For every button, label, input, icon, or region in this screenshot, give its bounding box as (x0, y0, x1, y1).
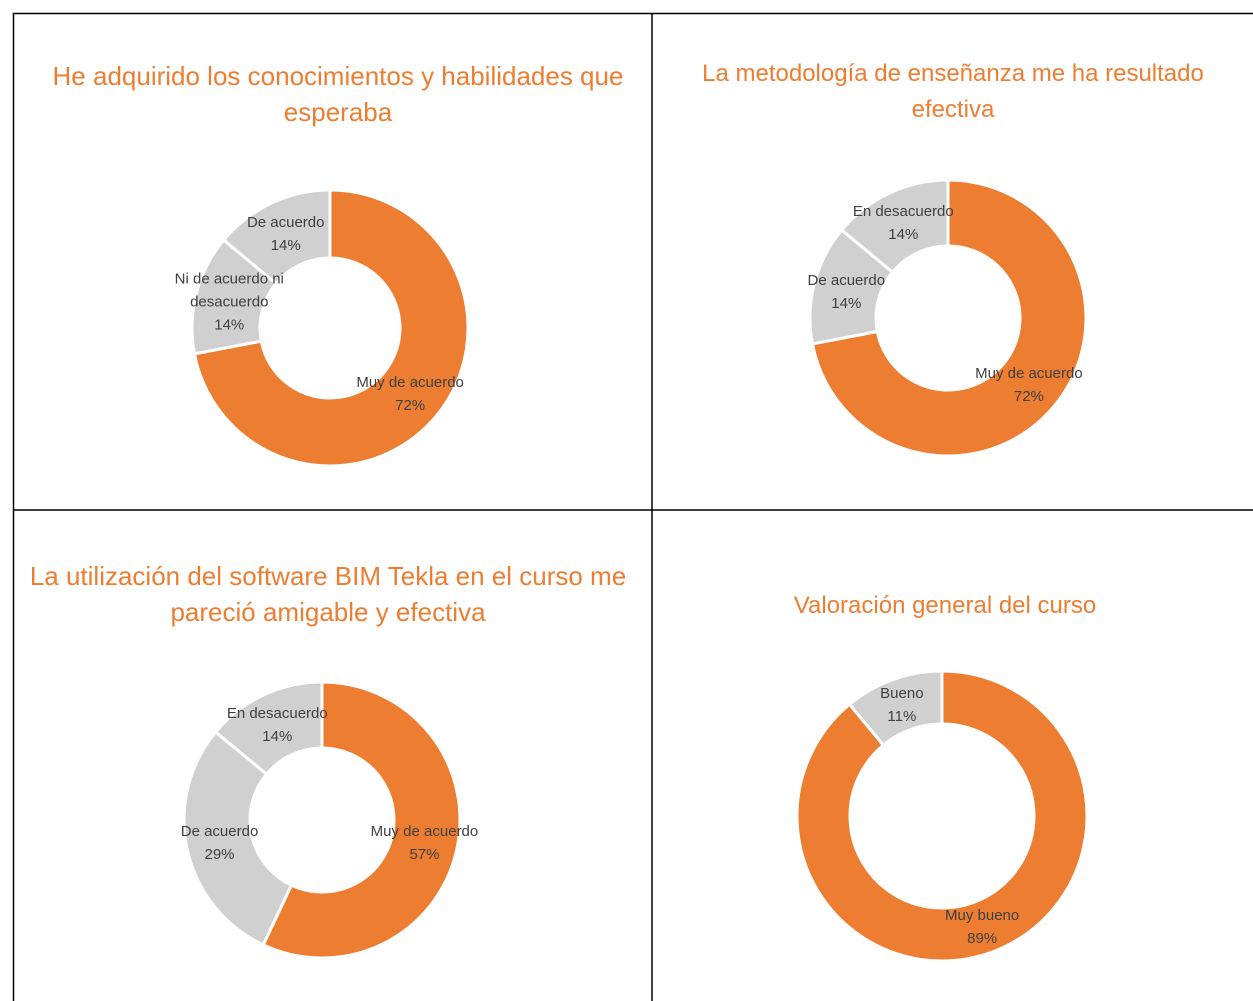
data-label-category: Muy de acuerdo (975, 364, 1083, 382)
data-label-value: 29% (204, 845, 235, 863)
data-label: Muy bueno 89% (945, 904, 1019, 950)
data-label-value: 57% (409, 845, 440, 863)
data-label-category: En desacuerdo (226, 704, 328, 722)
donut-slice (839, 178, 950, 275)
data-label-value: 11% (887, 707, 917, 725)
data-label-category: De acuerdo (807, 271, 886, 289)
data-label-category: Muy bueno (945, 907, 1020, 925)
chart-title: La utilización del software BIM Tekla en… (29, 561, 627, 627)
data-label: Muy de acuerdo 72% (975, 362, 1083, 408)
donut-slice (213, 680, 324, 777)
donut-slice (221, 188, 332, 286)
data-label-value: 14% (262, 727, 293, 745)
data-label: De acuerdo 29% (181, 820, 259, 866)
data-label-value: 89% (967, 930, 998, 948)
data-label-value: 14% (888, 225, 919, 243)
data-label: En desacuerdo 14% (853, 200, 954, 246)
donut-slice (795, 669, 1089, 963)
chart-title: He adquirido los conocimientos y habilid… (52, 61, 624, 127)
outer-border (12, 12, 1253, 1001)
data-label-category: En desacuerdo (852, 202, 954, 220)
chart-title: La metodología de enseñanza me ha result… (702, 60, 1204, 123)
data-label: Ni de acuerdo ni desacuerdo 14% (159, 268, 299, 337)
data-label: De acuerdo 14% (247, 211, 325, 257)
data-label-category: Muy de acuerdo (356, 374, 464, 392)
data-label-value: 14% (831, 294, 862, 312)
data-label: Bueno 11% (880, 682, 923, 728)
data-label-category: Ni de acuerdo ni desacuerdo (174, 270, 284, 311)
data-label-category: Muy de acuerdo (370, 822, 479, 840)
data-label-category: De acuerdo (180, 822, 259, 840)
data-label-value: 14% (214, 316, 245, 334)
data-label: Muy de acuerdo 72% (356, 371, 464, 417)
chart-title: Valoración general del curso (793, 592, 1097, 619)
data-label: Muy de acuerdo 57% (371, 820, 479, 866)
data-label: De acuerdo 14% (808, 269, 886, 315)
data-label-value: 72% (1013, 387, 1044, 405)
donut-slice (192, 188, 470, 468)
data-label-value: 72% (395, 397, 426, 415)
donut-slice (182, 729, 294, 947)
data-label-category: De acuerdo (246, 213, 325, 231)
donut-slice (261, 680, 462, 960)
data-label-category: Bueno (880, 684, 924, 702)
data-label-value: 14% (270, 236, 301, 254)
donut-slice (847, 669, 944, 748)
donut-slice (810, 178, 1088, 458)
data-label: En desacuerdo 14% (227, 702, 328, 748)
